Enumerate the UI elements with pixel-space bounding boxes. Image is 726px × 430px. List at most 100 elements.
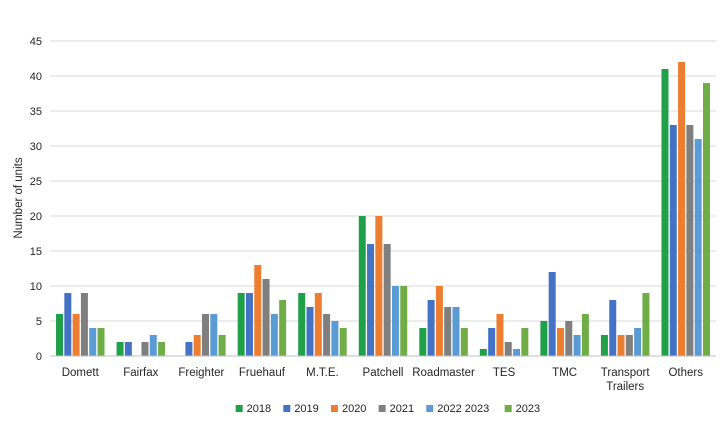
bar — [634, 328, 642, 356]
x-tick-label: Patchell — [363, 367, 404, 379]
bar — [642, 293, 650, 356]
legend-label: 2020 — [342, 403, 366, 415]
bar — [600, 335, 608, 356]
bar — [245, 293, 253, 356]
legend-swatch — [426, 405, 434, 412]
bar — [573, 335, 581, 356]
legend: 2018 2019 2020 2021 2022 2023 2023 — [235, 403, 540, 415]
bar — [306, 307, 314, 356]
bar — [323, 314, 331, 356]
legend-item: 2021 — [378, 403, 414, 415]
bar — [89, 328, 97, 356]
bar — [193, 335, 201, 356]
y-tick-label: 15 — [30, 246, 42, 258]
bar — [141, 342, 149, 356]
bar — [375, 216, 383, 356]
legend-item: 2018 — [235, 403, 271, 415]
bar — [124, 342, 132, 356]
bar — [444, 307, 452, 356]
x-tick-label: TMC — [552, 367, 577, 379]
legend-swatch — [283, 405, 291, 412]
bar — [513, 349, 521, 356]
y-axis-ticks: 0 5 10 15 20 25 30 35 40 45 — [30, 36, 42, 363]
bar — [669, 125, 677, 356]
legend-label: 2019 — [294, 403, 318, 415]
bar — [565, 321, 573, 356]
y-tick-label: 20 — [30, 211, 42, 223]
x-tick-label: Domett — [62, 367, 100, 379]
bar — [609, 300, 617, 356]
bar — [367, 244, 375, 356]
legend-label: 2022 2023 — [437, 403, 489, 415]
bar — [556, 328, 564, 356]
bar — [479, 349, 487, 356]
bar — [254, 265, 262, 356]
y-tick-label: 25 — [30, 176, 42, 188]
bar — [149, 335, 157, 356]
legend-label: 2018 — [247, 403, 271, 415]
bar — [419, 328, 427, 356]
y-axis-label: Number of units — [13, 157, 25, 238]
legend-item: 2020 — [330, 403, 366, 415]
y-tick-label: 40 — [30, 71, 42, 83]
bar — [80, 293, 88, 356]
bar — [158, 342, 166, 356]
bar — [218, 335, 226, 356]
bar — [314, 293, 322, 356]
y-tick-label: 35 — [30, 106, 42, 118]
bar — [400, 286, 408, 356]
bar — [116, 342, 124, 356]
x-tick-label: TES — [493, 367, 516, 379]
bar — [625, 335, 633, 356]
bar — [56, 314, 64, 356]
bar — [72, 314, 80, 356]
x-axis-ticks: Domett Fairfax Freighter Fruehauf M.T.E. Patc… — [62, 367, 703, 393]
bar — [548, 272, 556, 356]
bar — [496, 314, 504, 356]
x-tick-label: Roadmaster — [412, 367, 475, 379]
bar — [452, 307, 460, 356]
y-tick-label: 0 — [36, 351, 42, 363]
legend-label: 2021 — [390, 403, 414, 415]
bars — [56, 62, 710, 356]
bar — [391, 286, 399, 356]
y-tick-label: 45 — [30, 36, 42, 48]
bar — [262, 279, 270, 356]
x-tick-label: Transport Trailers — [601, 367, 651, 393]
bar — [383, 244, 391, 356]
bar — [661, 69, 669, 356]
legend-item: 2019 — [283, 403, 319, 415]
legend-item: 2023 — [504, 403, 540, 415]
bar — [331, 321, 339, 356]
bar — [358, 216, 366, 356]
bar — [686, 125, 694, 356]
bar — [488, 328, 496, 356]
bar — [702, 83, 710, 356]
bar — [694, 139, 702, 356]
x-tick-label: Others — [668, 367, 703, 379]
bar — [210, 314, 218, 356]
bar — [298, 293, 306, 356]
x-tick-label: M.T.E. — [306, 367, 339, 379]
gridlines — [50, 40, 716, 322]
x-tick-label: Fairfax — [123, 367, 158, 379]
bar — [617, 335, 625, 356]
bar — [581, 314, 589, 356]
bar — [460, 328, 468, 356]
bar — [521, 328, 529, 356]
bar — [339, 328, 347, 356]
bar — [64, 293, 72, 356]
bar — [97, 328, 105, 356]
x-tick-label: Freighter — [178, 367, 224, 379]
bar — [270, 314, 278, 356]
bar — [678, 62, 686, 356]
y-tick-label: 5 — [36, 316, 42, 328]
bar — [202, 314, 210, 356]
bar — [504, 342, 512, 356]
legend-swatch — [378, 405, 386, 412]
bar — [185, 342, 193, 356]
legend-label: 2023 — [516, 403, 540, 415]
bar — [237, 293, 245, 356]
